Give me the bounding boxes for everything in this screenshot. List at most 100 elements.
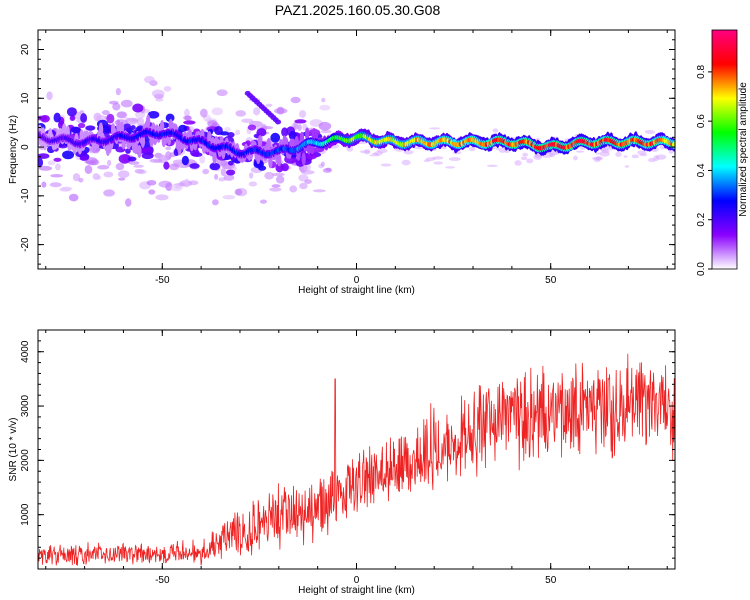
heatmap-cell	[271, 184, 281, 188]
heatmap-cell	[144, 76, 155, 84]
heatmap-cell	[41, 181, 47, 188]
heatmap-cell	[40, 114, 50, 123]
snr-series-line	[38, 353, 675, 566]
heatmap-cell	[120, 99, 133, 108]
heatmap-cell	[46, 91, 53, 101]
heatmap-cell	[235, 129, 241, 136]
heatmap-cell	[231, 166, 237, 171]
heatmap-cell	[155, 194, 169, 201]
heatmap-cell	[47, 160, 56, 166]
colorbar-label: Normalized spectral amplitude	[738, 82, 749, 217]
heatmap-cell	[575, 150, 585, 153]
heatmap-cell	[253, 107, 261, 116]
spectrogram-heatmap	[38, 76, 675, 207]
x-tick-label: -50	[155, 275, 170, 286]
heatmap-cell	[248, 181, 258, 187]
heatmap-cell	[92, 173, 100, 180]
heatmap-cell	[433, 161, 444, 165]
heatmap-cell	[200, 108, 208, 118]
heatmap-cell	[304, 127, 310, 141]
heatmap-cell	[469, 146, 476, 152]
heatmap-cell	[68, 193, 79, 202]
heatmap-cell	[103, 171, 114, 178]
heatmap-cell	[50, 174, 64, 178]
heatmap-cell	[319, 104, 331, 111]
heatmap-cell	[257, 134, 263, 148]
heatmap-cell	[123, 123, 132, 131]
heatmap-cell	[54, 163, 61, 171]
heatmap-cell	[53, 112, 61, 123]
heatmap-cell	[117, 170, 130, 179]
heatmap-cell	[214, 173, 219, 180]
heatmap-cell	[62, 150, 75, 160]
heatmap-cell	[445, 166, 456, 169]
heatmap-cell	[107, 159, 112, 167]
heatmap-cell	[140, 134, 146, 148]
heatmap-cell	[212, 199, 219, 206]
heatmap-cell	[118, 153, 131, 164]
y-axis-label: SNR (10 * v/v)	[8, 418, 19, 482]
heatmap-cell	[304, 179, 312, 184]
heatmap-cell	[61, 186, 73, 191]
colorbar: 0.0 0.2 0.4 0.6 0.8 Normalized spectral ampli…	[696, 29, 749, 276]
heatmap-cell	[207, 130, 212, 144]
heatmap-cell	[49, 182, 62, 188]
heatmap-cell	[125, 148, 131, 154]
heatmap-cell	[116, 111, 128, 119]
heatmap-cell	[38, 153, 50, 159]
colorbar-tick-label: 0.8	[696, 64, 707, 78]
heatmap-cell	[103, 125, 111, 134]
heatmap-cell	[595, 152, 601, 155]
heatmap-cell	[401, 159, 411, 166]
heatmap-cell	[346, 146, 354, 152]
heatmap-cell	[72, 173, 81, 182]
heatmap-cell	[115, 87, 121, 96]
y-tick-label: 4000	[20, 340, 31, 363]
heatmap-cell	[165, 113, 175, 123]
x-axis-label: Height of straight line (km)	[298, 285, 415, 296]
heatmap-cell	[259, 199, 267, 204]
heatmap-cell	[234, 188, 243, 196]
heatmap-cell	[184, 178, 190, 188]
snr-plot-area	[38, 353, 675, 566]
heatmap-cell	[136, 169, 147, 175]
heatmap-cell	[189, 163, 200, 169]
heatmap-cell	[141, 152, 154, 160]
heatmap-cell	[289, 185, 298, 193]
heatmap-cell	[380, 163, 392, 167]
heatmap-cell	[183, 120, 196, 125]
heatmap-cell	[325, 167, 332, 172]
heatmap-cell	[318, 121, 332, 131]
heatmap-cell	[631, 154, 639, 159]
heatmap-cell	[277, 153, 282, 167]
heatmap-cell	[216, 89, 228, 97]
heatmap-cell	[145, 114, 151, 128]
heatmap-cell	[224, 126, 231, 133]
colorbar-tick-label: 0.4	[696, 163, 707, 177]
heatmap-cell	[637, 150, 647, 155]
heatmap-cell	[265, 103, 273, 107]
heatmap-cell	[178, 124, 188, 133]
heatmap-cell	[413, 146, 424, 150]
heatmap-cell	[211, 107, 223, 116]
heatmap-cell	[520, 156, 528, 161]
heatmap-cell	[212, 150, 217, 164]
heatmap-cell	[294, 119, 307, 124]
heatmap-cell	[106, 113, 115, 124]
y-tick-label: 20	[20, 44, 31, 56]
heatmap-cell	[299, 182, 308, 190]
heatmap-cell	[270, 132, 281, 143]
snr-panel: -50 0 50 1000 2000 3000 4000 Height of straight…	[8, 329, 676, 596]
heatmap-cell	[199, 154, 206, 164]
heatmap-cell	[668, 149, 674, 154]
heatmap-cell	[165, 146, 172, 151]
heatmap-cell	[644, 129, 656, 134]
heatmap-cell	[69, 115, 76, 121]
heatmap-cell	[116, 119, 121, 133]
heatmap-cell	[672, 141, 675, 148]
y-tick-label: 0	[20, 144, 31, 150]
heatmap-cell	[181, 155, 189, 166]
y-tick-label: 1000	[20, 503, 31, 526]
heatmap-cell	[269, 187, 282, 192]
heatmap-cell	[148, 189, 156, 195]
